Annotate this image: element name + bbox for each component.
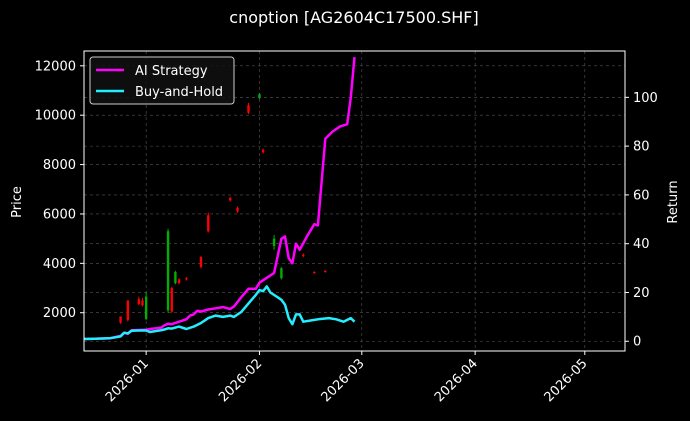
candle-body (272, 238, 276, 247)
candle-body (177, 279, 181, 284)
series-lines (83, 56, 356, 341)
candle-body (170, 288, 173, 312)
candle-body (247, 105, 250, 113)
y-left-tick-label: 2000 (43, 306, 76, 321)
y-left-tick-label: 4000 (43, 257, 76, 272)
candlesticks (119, 92, 327, 324)
y-left-tick-label: 10000 (35, 109, 76, 124)
y-axis-left-label: Price (10, 186, 25, 218)
candle-body (258, 94, 261, 98)
legend-label-ai-strategy: AI Strategy (135, 64, 208, 79)
y-left-tick-label: 6000 (43, 207, 76, 222)
candle-body (141, 300, 144, 306)
candle-body (126, 300, 130, 321)
candle-body (174, 271, 177, 284)
candle-body (144, 296, 148, 319)
chart-title: cnoption [AG2604C17500.SHF] (229, 8, 478, 27)
y-axis-left: 2000 4000 6000 8000 10000 12000 (35, 59, 84, 321)
candle-body (236, 207, 239, 212)
candle-body (119, 316, 122, 323)
y-left-tick-label: 8000 (43, 158, 76, 173)
y-right-tick-label: 60 (633, 188, 650, 203)
candle-body (207, 215, 210, 232)
y-axis-right: 0 20 40 60 80 100 (625, 91, 658, 350)
y-right-tick-label: 100 (633, 91, 658, 106)
series-line-buy-and-hold (83, 285, 356, 341)
y-axis-right-label: Return (666, 180, 681, 223)
legend: AI Strategy Buy-and-Hold (89, 56, 235, 105)
candle-body (261, 149, 265, 153)
candle-body (229, 197, 232, 201)
y-right-tick-label: 20 (633, 286, 650, 301)
plot-frame (83, 50, 626, 352)
grid-lines (84, 51, 625, 351)
candle-body (302, 254, 305, 256)
y-right-tick-label: 80 (633, 140, 650, 155)
candle-body (280, 268, 283, 279)
legend-label-buy-and-hold: Buy-and-Hold (135, 85, 223, 100)
y-right-tick-label: 0 (633, 335, 641, 350)
legend-box (89, 56, 235, 105)
candle-body (199, 257, 203, 268)
y-right-tick-label: 40 (633, 237, 650, 252)
candle-body (166, 231, 170, 311)
candle-body (324, 270, 327, 272)
y-left-tick-label: 12000 (35, 59, 76, 74)
candle-body (313, 271, 316, 274)
candle-body (137, 299, 141, 305)
candle-body (185, 278, 188, 280)
